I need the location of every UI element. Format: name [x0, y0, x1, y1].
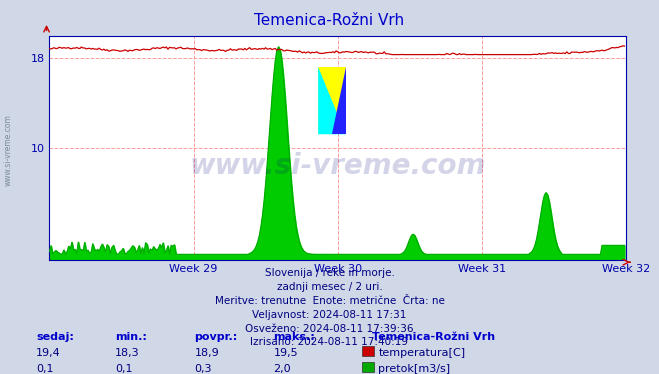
Bar	[318, 67, 346, 134]
Text: Slovenija / reke in morje.: Slovenija / reke in morje.	[264, 268, 395, 278]
Text: 0,1: 0,1	[36, 364, 54, 374]
Text: 18,3: 18,3	[115, 348, 140, 358]
Text: Veljavnost: 2024-08-11 17:31: Veljavnost: 2024-08-11 17:31	[252, 310, 407, 320]
Text: maks.:: maks.:	[273, 332, 315, 342]
Text: Izrisano: 2024-08-11 17:40:19: Izrisano: 2024-08-11 17:40:19	[250, 337, 409, 347]
Text: www.si-vreme.com: www.si-vreme.com	[4, 114, 13, 186]
Text: pretok[m3/s]: pretok[m3/s]	[378, 364, 450, 374]
Text: Osveženo: 2024-08-11 17:39:36: Osveženo: 2024-08-11 17:39:36	[245, 324, 414, 334]
Text: zadnji mesec / 2 uri.: zadnji mesec / 2 uri.	[277, 282, 382, 292]
Text: min.:: min.:	[115, 332, 147, 342]
Text: www.si-vreme.com: www.si-vreme.com	[190, 152, 486, 180]
Polygon shape	[332, 67, 346, 134]
Text: 19,4: 19,4	[36, 348, 61, 358]
Text: 0,1: 0,1	[115, 364, 133, 374]
Text: povpr.:: povpr.:	[194, 332, 238, 342]
Text: 0,3: 0,3	[194, 364, 212, 374]
Text: 2,0: 2,0	[273, 364, 291, 374]
Text: temperatura[C]: temperatura[C]	[378, 348, 465, 358]
Text: 18,9: 18,9	[194, 348, 219, 358]
Text: sedaj:: sedaj:	[36, 332, 74, 342]
Text: 19,5: 19,5	[273, 348, 298, 358]
Text: Temenica-Rožni Vrh: Temenica-Rožni Vrh	[254, 13, 405, 28]
Polygon shape	[318, 67, 346, 134]
Text: Temenica-Rožni Vrh: Temenica-Rožni Vrh	[372, 332, 496, 342]
Text: Meritve: trenutne  Enote: metrične  Črta: ne: Meritve: trenutne Enote: metrične Črta: …	[215, 296, 444, 306]
